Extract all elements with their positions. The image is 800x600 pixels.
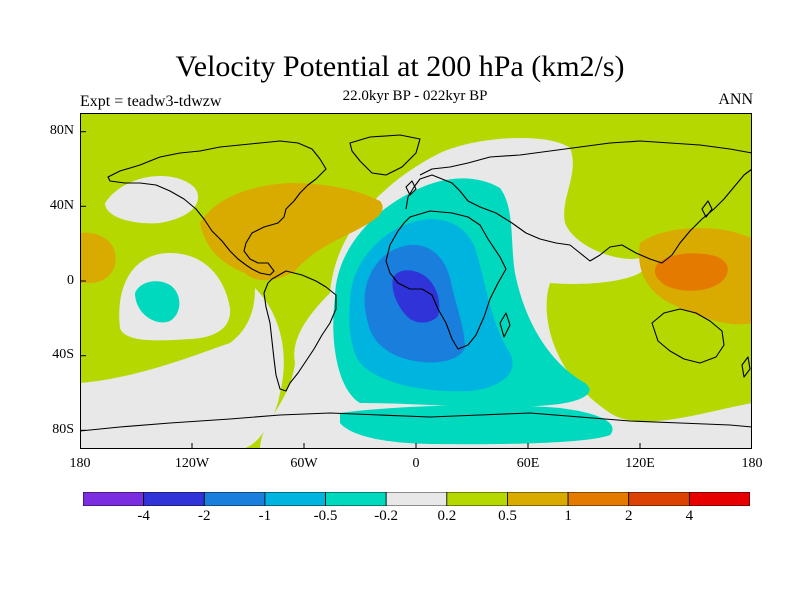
positive-east-pacific-edge [80,232,116,283]
map-panel [80,113,752,449]
neutral-region-southeast-pacific [80,288,284,449]
coast-south-america [263,270,337,392]
lat-label-0: 0 [67,273,74,288]
colorbar-swatch-2 [203,492,266,506]
colorbar-label-7: 1 [564,508,572,524]
colorbar-swatch-0 [83,492,145,506]
colorbar-label-4: -0.2 [374,508,399,524]
lon-label-60e: 60E [516,456,540,471]
strong-positive-maritime-continent [654,253,728,291]
coastlines [80,134,752,432]
axis-ticks [80,131,752,449]
colorbar [83,492,750,506]
colorbar-swatch-3 [264,492,326,506]
colorbar-label-3: -0.5 [313,508,338,524]
colorbar-swatch-6 [446,492,508,506]
lon-label-120w: 120W [174,456,210,471]
coast-north-america [107,140,327,276]
strong-negative-central-africa [392,270,440,323]
coast-madagascar [499,312,511,338]
colorbar-label-9: 4 [685,508,694,524]
colorbar-swatch-8 [567,492,630,506]
colorbar-swatch-4 [325,492,387,506]
colorbar-swatch-10 [688,492,750,506]
coast-australia [651,308,725,364]
colorbar-label-8: 2 [624,508,633,524]
colorbar-label-0: -4 [137,508,150,524]
coast-africa [385,210,507,350]
colorbar-swatch-5 [385,492,448,506]
neutral-region-north-pacific [105,176,199,224]
lat-label-40s: 40S [52,347,74,362]
plot-subtitle: 22.0kyr BP - 022kyr BP [342,88,488,104]
coast-new-zealand [741,356,751,378]
lon-label-120e: 120E [625,456,655,471]
colorbar-swatch-1 [143,492,205,506]
colorbar-swatch-9 [628,492,690,506]
coast-uk [405,180,417,196]
coast-antarctica [80,412,752,432]
experiment-label: Expt = teadw3-tdwzw [80,93,222,110]
colorbar-label-5: 0.2 [437,508,457,524]
colorbar-label-6: 0.5 [498,508,517,524]
lat-label-80s: 80S [52,422,74,437]
positive-north-america [200,183,383,281]
colorbar-label-2: -1 [258,508,272,524]
weak-negative-south-pacific [135,281,180,323]
colorbar-swatch-7 [507,492,569,506]
lat-label-40n: 40N [49,198,74,213]
coast-eurasia [405,140,752,264]
plot-title: Velocity Potential at 200 hPa (km2/s) [175,50,625,83]
weak-negative-southern-ocean [340,405,613,445]
coast-greenland [349,134,421,176]
lat-label-80n: 80N [49,123,74,138]
coast-japan [701,200,713,218]
season-label: ANN [718,91,753,108]
colorbar-label-1: -2 [198,508,211,524]
lon-label-0: 0 [412,456,420,471]
lon-label-180w: 180 [69,456,91,471]
lon-label-60w: 60W [290,456,318,471]
lon-label-180e: 180 [741,456,763,471]
